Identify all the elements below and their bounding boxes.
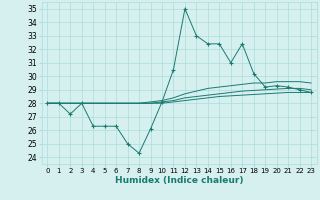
X-axis label: Humidex (Indice chaleur): Humidex (Indice chaleur): [115, 176, 244, 185]
